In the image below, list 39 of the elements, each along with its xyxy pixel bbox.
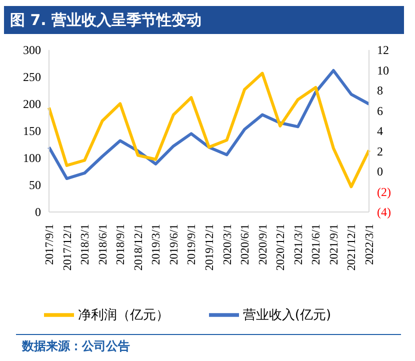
y2-tick-label: 4	[377, 124, 383, 138]
y2-tick-label: 8	[377, 84, 383, 98]
x-tick-label: 2020/6/1	[240, 224, 252, 265]
y-tick-label: 200	[23, 97, 41, 111]
x-tick-label: 2018/12/1	[132, 224, 145, 271]
y-tick-label: 50	[29, 178, 41, 192]
y-tick-label: 150	[23, 124, 41, 138]
source-note: 数据来源：公司公告	[22, 338, 130, 355]
x-tick-label: 2019/3/1	[150, 224, 163, 265]
x-tick-label: 2021/3/1	[292, 224, 305, 265]
x-tick-label: 2021/9/1	[328, 224, 340, 265]
y2-tick-label: 0	[377, 164, 383, 178]
x-tick-label: 2019/6/1	[168, 224, 180, 265]
x-tick-label: 2017/9/1	[44, 224, 56, 265]
y2-tick-label: 12	[377, 43, 389, 57]
x-tick-label: 2020/12/1	[275, 224, 288, 271]
legend-label: 营业收入(亿元)	[242, 308, 332, 323]
x-tick-label: 2022/3/1	[364, 224, 376, 265]
y-tick-label: 100	[23, 151, 41, 165]
y-tick-label: 300	[23, 43, 41, 57]
x-tick-label: 2021/12/1	[346, 224, 358, 271]
y2-tick-label: 10	[377, 63, 389, 78]
x-tick-label: 2019/12/1	[204, 224, 216, 271]
x-tick-label: 2019/9/1	[186, 224, 198, 265]
legend-label: 净利润（亿元）	[78, 308, 169, 323]
x-tick-label: 2018/6/1	[97, 224, 110, 265]
y2-tick-label: (2)	[377, 184, 391, 199]
x-tick-label: 2020/9/1	[257, 224, 270, 265]
x-tick-label: 2017/12/1	[62, 224, 74, 271]
x-tick-label: 2018/3/1	[80, 224, 92, 265]
x-tick-label: 2021/6/1	[310, 224, 323, 265]
y-tick-label: 0	[35, 205, 41, 219]
chart-title: 图 7. 营业收入呈季节性变动	[4, 6, 404, 34]
y2-tick-label: 6	[377, 104, 383, 118]
y2-tick-label: 2	[377, 144, 383, 158]
y-tick-label: 250	[23, 70, 41, 84]
x-tick-label: 2018/9/1	[115, 224, 128, 265]
x-tick-label: 2020/3/1	[222, 224, 234, 265]
y2-tick-label: (4)	[377, 205, 391, 219]
